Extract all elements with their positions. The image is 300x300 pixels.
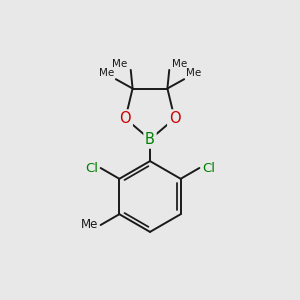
Text: Cl: Cl: [85, 161, 98, 175]
Text: B: B: [145, 132, 155, 147]
Text: O: O: [169, 111, 180, 126]
Text: Me: Me: [172, 59, 188, 69]
Text: Me: Me: [99, 68, 114, 78]
Text: O: O: [120, 111, 131, 126]
Text: Me: Me: [112, 59, 128, 69]
Text: Me: Me: [81, 218, 98, 232]
Text: Me: Me: [186, 68, 201, 78]
Text: Cl: Cl: [202, 161, 215, 175]
